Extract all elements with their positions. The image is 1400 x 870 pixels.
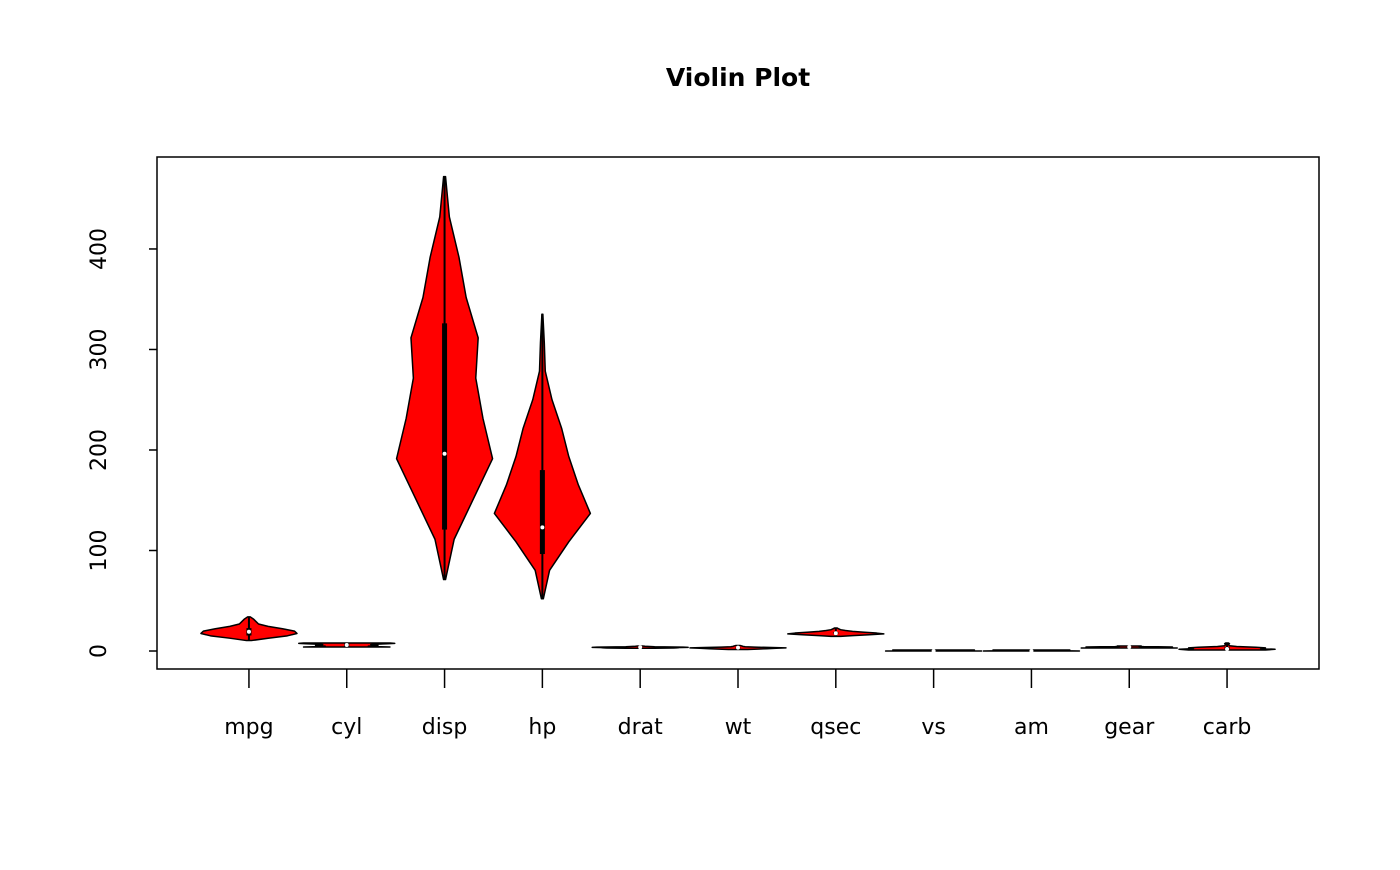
x-tick-label: hp	[528, 715, 556, 740]
median	[931, 649, 936, 654]
median	[1127, 644, 1132, 649]
median	[736, 645, 740, 650]
median	[246, 629, 251, 634]
y-tick-label: 200	[87, 429, 112, 471]
median	[442, 451, 447, 456]
plot-frame	[156, 156, 1320, 670]
x-tick-label: vs	[921, 715, 945, 740]
x-tick-label: disp	[422, 715, 468, 740]
x-tick-label: am	[1014, 715, 1049, 740]
chart-title: Violin Plot	[666, 63, 810, 92]
median	[638, 645, 643, 650]
y-tick-label: 100	[87, 529, 112, 571]
x-tick-label: gear	[1104, 715, 1155, 740]
x-tick-label: qsec	[810, 715, 861, 740]
median	[1029, 649, 1034, 654]
x-tick-label: wt	[725, 715, 752, 740]
median	[344, 642, 349, 647]
median	[540, 525, 545, 530]
median	[1225, 646, 1230, 651]
box	[442, 323, 448, 530]
y-tick-label: 400	[87, 228, 112, 270]
x-tick-label: carb	[1203, 715, 1252, 740]
x-tick-label: drat	[618, 715, 663, 740]
y-tick-label: 300	[87, 328, 112, 370]
y-tick-label: 0	[87, 644, 112, 658]
median	[833, 631, 838, 636]
x-tick-label: mpg	[224, 715, 273, 740]
box	[539, 470, 545, 555]
x-tick-label: cyl	[331, 715, 362, 740]
